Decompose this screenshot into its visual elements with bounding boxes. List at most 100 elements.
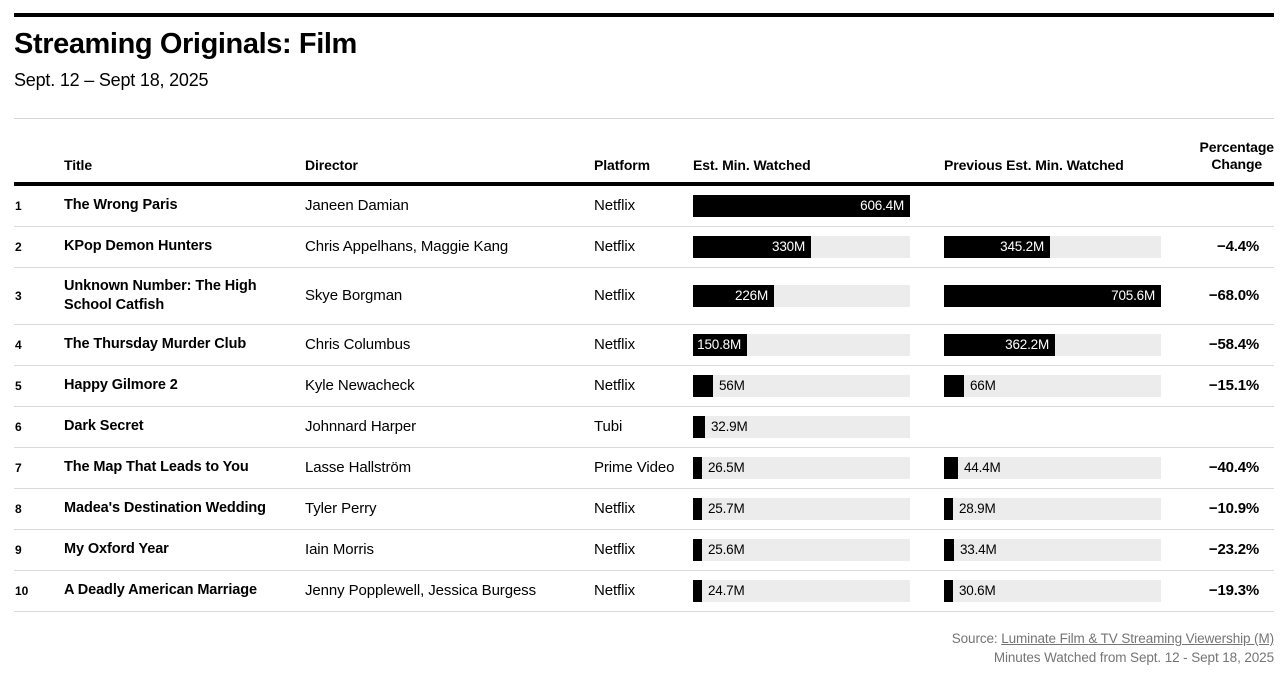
table-row: 3 Unknown Number: The High School Catfish… [14, 268, 1274, 325]
previous-est-min-watched-bar-label: 30.6M [959, 582, 996, 598]
previous-est-min-watched-cell: 44.4M [944, 456, 1196, 479]
est-min-watched-bar: 56M [693, 374, 910, 397]
est-min-watched-bar-label: 56M [719, 377, 745, 393]
previous-est-min-watched-bar-fill [944, 374, 964, 397]
est-min-watched-bar-track [693, 415, 910, 438]
footer-note: Minutes Watched from Sept. 12 - Sept 18,… [993, 649, 1274, 665]
percentage-change: −23.2% [1208, 541, 1259, 559]
est-min-watched-cell: 330M [693, 235, 944, 258]
table-row: 2 KPop Demon Hunters Chris Appelhans, Magg… [14, 227, 1274, 268]
percentage-change: −4.4% [1217, 238, 1259, 256]
est-min-watched-bar: 25.6M [693, 538, 910, 561]
rank-number: 4 [15, 337, 22, 352]
director-name: Lasse Hallström [305, 459, 412, 477]
est-min-watched-bar-label: 150.8M [697, 337, 741, 353]
platform-name: Netflix [594, 287, 635, 305]
est-min-watched-bar-track [693, 333, 910, 356]
est-min-watched-bar: 150.8M [693, 333, 910, 356]
film-title: My Oxford Year [64, 541, 169, 558]
table-row: 1 The Wrong Paris Janeen Damian Netflix 606.… [14, 186, 1274, 227]
est-min-watched-cell: 606.4M [693, 194, 944, 217]
previous-est-min-watched-cell: 33.4M [944, 538, 1196, 561]
director-name: Jenny Popplewell, Jessica Burgess [305, 582, 536, 600]
previous-est-min-watched-bar-label: 44.4M [964, 459, 1001, 475]
header-top-rule [14, 117, 1274, 119]
est-min-watched-bar-label: 330M [772, 239, 805, 255]
percentage-change: −40.4% [1208, 459, 1259, 477]
table-row: 10 A Deadly American Marriage Jenny Popple… [14, 571, 1274, 612]
previous-est-min-watched-bar-track [944, 374, 1161, 397]
previous-est-min-watched-bar: 28.9M [944, 497, 1161, 520]
previous-est-min-watched-bar-label: 66M [970, 377, 996, 393]
footer: Source: Luminate Film & TV Streaming Vie… [14, 629, 1274, 667]
col-header-est-min-watched: Est. Min. Watched [693, 156, 811, 173]
film-title: Happy Gilmore 2 [64, 377, 178, 394]
director-name: Chris Appelhans, Maggie Kang [305, 238, 509, 256]
est-min-watched-cell: 24.7M [693, 579, 944, 602]
est-min-watched-bar-fill: 226M [693, 284, 774, 307]
percentage-change: −19.3% [1208, 582, 1259, 600]
director-name: Skye Borgman [305, 287, 403, 305]
rank-number: 3 [15, 288, 22, 303]
platform-name: Netflix [594, 197, 635, 215]
platform-name: Tubi [594, 418, 623, 436]
director-name: Iain Morris [305, 541, 374, 559]
table-row: 7 The Map That Leads to You Lasse Hallströ… [14, 448, 1274, 489]
platform-name: Netflix [594, 582, 635, 600]
previous-est-min-watched-bar-label: 28.9M [959, 500, 996, 516]
est-min-watched-bar-track [693, 538, 910, 561]
rank-number: 10 [15, 583, 29, 598]
film-title: Unknown Number: The High School Catfish [64, 277, 257, 313]
rank-number: 8 [15, 501, 22, 516]
platform-name: Netflix [594, 238, 635, 256]
est-min-watched-bar: 25.7M [693, 497, 910, 520]
source-line: Source: Luminate Film & TV Streaming Vie… [951, 630, 1274, 646]
previous-est-min-watched-cell: 362.2M [944, 333, 1196, 356]
est-min-watched-bar-label: 26.5M [708, 459, 745, 475]
col-header-director: Director [305, 156, 358, 173]
table-row: 5 Happy Gilmore 2 Kyle Newacheck Netflix 56M… [14, 366, 1274, 407]
previous-est-min-watched-bar: 66M [944, 374, 1161, 397]
est-min-watched-bar-label: 606.4M [860, 198, 904, 214]
est-min-watched-bar-track [693, 456, 910, 479]
est-min-watched-bar-fill [693, 456, 702, 479]
previous-est-min-watched-bar-fill [944, 497, 953, 520]
est-min-watched-bar-track [693, 497, 910, 520]
previous-est-min-watched-cell: 30.6M [944, 579, 1196, 602]
est-min-watched-bar-fill: 606.4M [693, 194, 910, 217]
est-min-watched-bar-fill [693, 497, 702, 520]
est-min-watched-bar-track [693, 579, 910, 602]
est-min-watched-bar: 32.9M [693, 415, 910, 438]
previous-est-min-watched-bar: 44.4M [944, 456, 1161, 479]
film-title: The Thursday Murder Club [64, 336, 247, 353]
percentage-change: −68.0% [1208, 287, 1259, 305]
previous-est-min-watched-bar-label: 705.6M [1111, 288, 1155, 304]
col-header-previous-est-min-watched: Previous Est. Min. Watched [944, 156, 1124, 173]
table-header-row: Title Director Platform Est. Min. Watche… [14, 119, 1274, 186]
est-min-watched-bar: 26.5M [693, 456, 910, 479]
director-name: Johnnard Harper [305, 418, 417, 436]
rank-number: 7 [15, 460, 22, 475]
rank-number: 6 [15, 419, 22, 434]
previous-est-min-watched-bar: 345.2M [944, 235, 1161, 258]
est-min-watched-bar-label: 226M [735, 288, 768, 304]
rank-number: 5 [15, 378, 22, 393]
previous-est-min-watched-bar-fill: 705.6M [944, 284, 1161, 307]
director-name: Chris Columbus [305, 336, 411, 354]
table-body: 1 The Wrong Paris Janeen Damian Netflix 606.… [14, 186, 1274, 612]
est-min-watched-bar-fill: 330M [693, 235, 811, 258]
film-title: The Map That Leads to You [64, 459, 249, 476]
page: Streaming Originals: Film Sept. 12 – Sep… [0, 13, 1287, 699]
est-min-watched-cell: 25.6M [693, 538, 944, 561]
est-min-watched-cell: 226M [693, 284, 944, 307]
percentage-change: −10.9% [1208, 500, 1259, 518]
est-min-watched-cell: 32.9M [693, 415, 944, 438]
previous-est-min-watched-bar-fill: 362.2M [944, 333, 1055, 356]
film-title: KPop Demon Hunters [64, 238, 213, 255]
table-row: 6 Dark Secret Johnnard Harper Tubi 32.9M [14, 407, 1274, 448]
source-link[interactable]: Luminate Film & TV Streaming Viewership … [1001, 630, 1274, 646]
rank-number: 1 [15, 198, 22, 213]
rank-number: 9 [15, 542, 22, 557]
film-title: A Deadly American Marriage [64, 582, 257, 599]
previous-est-min-watched-bar-track [944, 579, 1161, 602]
